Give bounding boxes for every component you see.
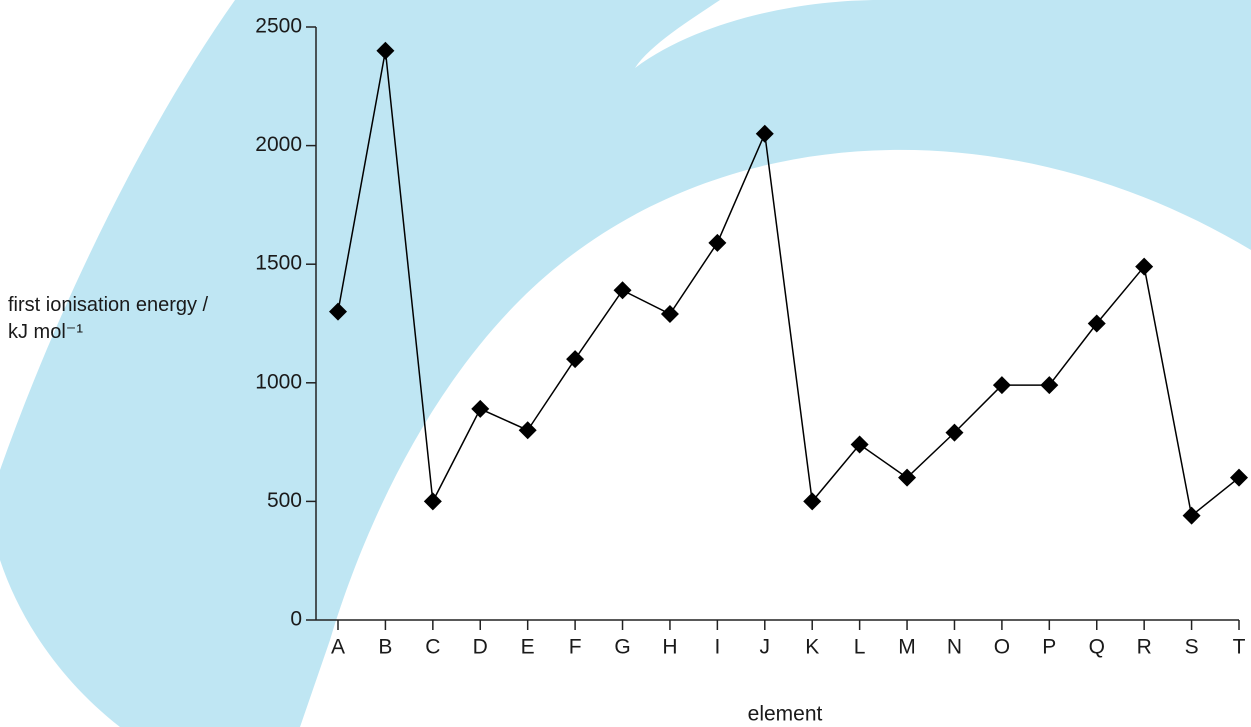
marker <box>708 234 726 252</box>
x-tick-label: D <box>473 636 488 659</box>
background-swoosh <box>0 0 1251 727</box>
x-tick-label: T <box>1233 636 1246 659</box>
background <box>0 0 1251 727</box>
marker <box>1230 469 1248 487</box>
x-tick-label: G <box>614 636 630 659</box>
x-tick-label: H <box>662 636 677 659</box>
x-tick-label: N <box>947 636 962 659</box>
x-tick-label: F <box>569 636 582 659</box>
marker <box>1135 258 1153 276</box>
x-tick-label: L <box>854 636 866 659</box>
marker <box>424 492 442 510</box>
marker <box>566 350 584 368</box>
x-tick-label: S <box>1185 636 1199 659</box>
y-axis-label: first ionisation energy / kJ mol⁻¹ <box>8 292 223 346</box>
x-tick-label: K <box>805 636 819 659</box>
marker <box>1088 315 1106 333</box>
marker <box>519 421 537 439</box>
marker <box>1183 507 1201 525</box>
x-tick-label: O <box>994 636 1010 659</box>
marker <box>614 281 632 299</box>
x-tick-label: Q <box>1089 636 1105 659</box>
x-tick-label: I <box>714 636 720 659</box>
marker <box>803 492 821 510</box>
y-tick-label: 2000 <box>255 133 302 156</box>
marker <box>851 435 869 453</box>
marker <box>1040 376 1058 394</box>
marker <box>471 400 489 418</box>
y-tick-label: 1500 <box>255 252 302 275</box>
chart: 0 500 1000 1500 2000 2500 A B C D E F G H I J K L M N O P Q R S T… <box>0 0 1251 727</box>
y-tick-label: 500 <box>267 489 302 512</box>
x-tick-label: P <box>1042 636 1056 659</box>
x-tick-label: B <box>378 636 392 659</box>
y-tick-label: 2500 <box>255 15 302 38</box>
x-tick-label: J <box>760 636 771 659</box>
x-tick-label: R <box>1137 636 1152 659</box>
x-tick-label: C <box>425 636 440 659</box>
y-tick-label: 1000 <box>255 370 302 393</box>
x-axis-label: element <box>748 703 823 726</box>
marker <box>661 305 679 323</box>
x-tick-label: A <box>331 636 345 659</box>
x-tick-label: M <box>898 636 916 659</box>
page: 0 500 1000 1500 2000 2500 A B C D E F G H I J K L M N O P Q R S T… <box>0 0 1251 727</box>
x-tick-label: E <box>521 636 535 659</box>
y-tick-label: 0 <box>290 608 302 631</box>
